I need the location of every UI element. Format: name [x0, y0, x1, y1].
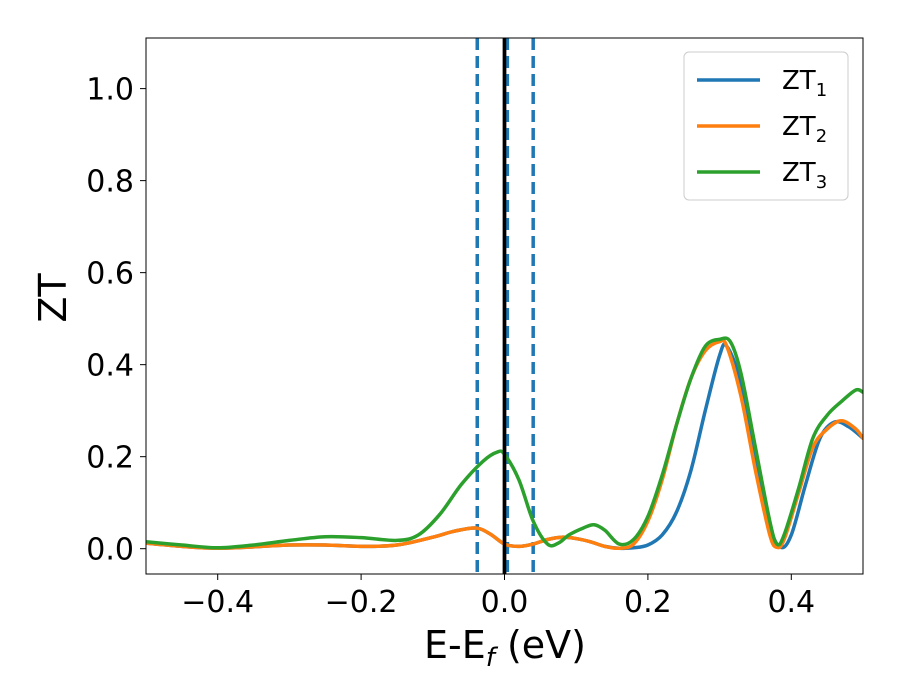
- y-tick-label: 1.0: [86, 73, 134, 108]
- x-axis-label-unit: (eV): [495, 623, 586, 667]
- x-tick-label: −0.4: [181, 585, 254, 620]
- x-axis-label: E-Ef (eV): [424, 623, 586, 673]
- x-axis-label-main: E-E: [424, 623, 486, 667]
- x-tick-label: 0.4: [767, 585, 815, 620]
- series-line-zt2: [146, 338, 863, 551]
- legend-box: [683, 51, 849, 201]
- ticks-layer: −0.4 −0.2 0.0 0.2 0.4 0.0 0.2 0.4 0.6 0.8 1.0: [86, 73, 815, 620]
- plot-frame: [145, 37, 864, 575]
- y-tick-label: 0.4: [86, 349, 134, 384]
- x-tick-label: −0.2: [325, 585, 398, 620]
- legend-label-zt2: ZT2: [782, 112, 827, 147]
- y-tick-label: 0.6: [86, 257, 134, 292]
- series-line-zt3: [146, 336, 863, 550]
- x-tick-label: 0.2: [624, 585, 672, 620]
- legend: ZT1 ZT2 ZT3: [683, 51, 849, 201]
- y-tick-label: 0.8: [86, 165, 134, 200]
- legend-label-zt1: ZT1: [782, 66, 827, 101]
- series-layer: [146, 336, 863, 551]
- y-axis-label: ZT: [31, 273, 75, 323]
- legend-label-zt3: ZT3: [782, 158, 827, 193]
- y-tick-label: 0.0: [86, 533, 134, 568]
- x-tick-label: 0.0: [481, 585, 529, 620]
- y-tick-label: 0.2: [86, 441, 134, 476]
